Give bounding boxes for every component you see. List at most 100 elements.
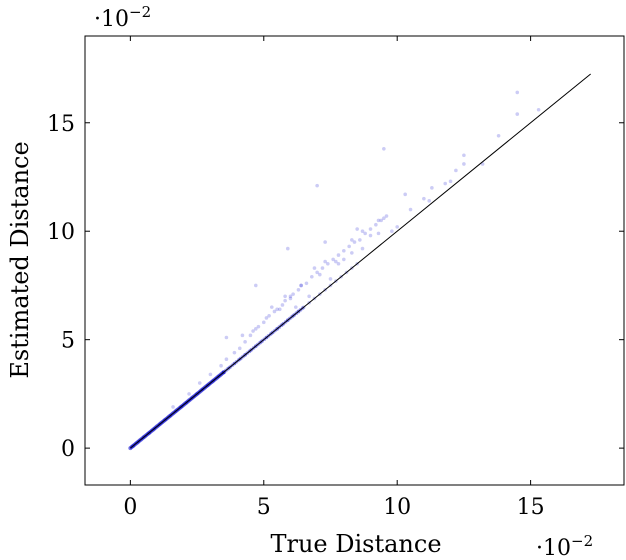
data-point bbox=[358, 238, 362, 242]
data-point bbox=[352, 240, 357, 244]
y-tick-label: 0 bbox=[61, 437, 75, 462]
data-point bbox=[219, 363, 223, 368]
data-point bbox=[334, 259, 338, 264]
data-point bbox=[304, 281, 309, 286]
data-point bbox=[374, 222, 378, 227]
data-point bbox=[253, 327, 258, 331]
data-point bbox=[363, 231, 367, 236]
data-point bbox=[496, 133, 501, 138]
plot-area-frame bbox=[84, 35, 625, 486]
data-point bbox=[355, 227, 359, 231]
data-point bbox=[382, 216, 386, 221]
reference-line bbox=[130, 73, 591, 449]
data-point bbox=[443, 181, 448, 186]
data-point bbox=[307, 294, 311, 299]
data-point bbox=[360, 246, 365, 251]
data-point bbox=[462, 162, 466, 166]
y-axis-label: Estimated Distance bbox=[6, 141, 34, 378]
data-point bbox=[261, 320, 266, 325]
data-point bbox=[208, 372, 213, 377]
data-point bbox=[283, 298, 287, 303]
data-point bbox=[336, 253, 341, 257]
data-point bbox=[315, 270, 319, 275]
data-point bbox=[376, 231, 381, 236]
x-axis-label: True Distance bbox=[270, 530, 441, 558]
data-point bbox=[376, 218, 381, 223]
data-point bbox=[408, 207, 413, 212]
x-axis-multiplier-base: ·10 bbox=[536, 536, 571, 560]
data-point bbox=[272, 309, 277, 314]
data-point bbox=[390, 229, 394, 234]
data-point bbox=[237, 346, 242, 351]
data-point bbox=[197, 381, 202, 385]
x-tick-label: 0 bbox=[123, 495, 137, 520]
data-point bbox=[275, 307, 279, 312]
data-point bbox=[267, 314, 271, 318]
data-point bbox=[515, 90, 520, 95]
data-point bbox=[342, 257, 346, 262]
data-point bbox=[291, 292, 295, 296]
points-layer bbox=[128, 90, 541, 451]
data-point bbox=[318, 272, 322, 277]
data-point bbox=[403, 192, 407, 197]
data-point bbox=[448, 179, 453, 184]
x-tick-label: 5 bbox=[257, 495, 271, 520]
data-point bbox=[299, 283, 303, 288]
data-point bbox=[253, 283, 258, 288]
data-point bbox=[256, 324, 261, 329]
data-point bbox=[280, 303, 285, 307]
data-point bbox=[285, 246, 290, 251]
data-point bbox=[224, 357, 229, 361]
data-point bbox=[331, 257, 335, 262]
data-point bbox=[350, 251, 354, 255]
data-point bbox=[515, 112, 520, 116]
data-point bbox=[454, 168, 458, 173]
data-point bbox=[427, 199, 432, 203]
data-point bbox=[328, 277, 333, 281]
data-point bbox=[187, 392, 191, 396]
data-point bbox=[240, 333, 245, 338]
data-point bbox=[323, 240, 327, 244]
data-point bbox=[288, 294, 293, 299]
data-point bbox=[251, 329, 255, 333]
data-point bbox=[296, 287, 301, 292]
x-axis-multiplier-exponent: −2 bbox=[571, 532, 593, 550]
data-point bbox=[360, 229, 365, 234]
data-point bbox=[422, 196, 426, 201]
data-point bbox=[288, 296, 293, 301]
x-tick-label: 15 bbox=[517, 495, 545, 520]
data-point bbox=[248, 333, 253, 338]
data-point bbox=[299, 283, 303, 288]
y-axis-ticks: 0 5 10 15 bbox=[47, 112, 624, 462]
data-point bbox=[315, 183, 319, 188]
data-point bbox=[536, 107, 541, 112]
data-point bbox=[384, 214, 389, 218]
data-point bbox=[430, 186, 434, 190]
y-tick-label: 10 bbox=[47, 220, 75, 245]
data-point bbox=[293, 305, 298, 309]
x-axis-multiplier: ·10−2 bbox=[536, 532, 593, 560]
data-point bbox=[342, 248, 346, 253]
data-point bbox=[243, 340, 247, 344]
data-point bbox=[320, 266, 325, 270]
x-axis-ticks: 0 5 10 15 bbox=[123, 36, 545, 520]
data-point bbox=[395, 225, 399, 229]
data-point bbox=[350, 238, 354, 242]
data-point bbox=[368, 227, 373, 231]
data-point bbox=[171, 405, 175, 409]
data-point bbox=[277, 307, 282, 312]
data-point bbox=[323, 259, 327, 264]
y-tick-label: 5 bbox=[61, 329, 75, 354]
data-point bbox=[310, 274, 314, 279]
data-point bbox=[368, 233, 373, 238]
data-point bbox=[382, 146, 386, 151]
data-point bbox=[283, 294, 287, 299]
data-point bbox=[264, 316, 269, 320]
y-axis-multiplier-exponent: −2 bbox=[129, 3, 151, 21]
data-point bbox=[269, 305, 274, 309]
data-point bbox=[224, 335, 229, 340]
data-point bbox=[379, 218, 383, 223]
data-point bbox=[326, 261, 330, 266]
y-tick-label: 15 bbox=[47, 112, 75, 137]
